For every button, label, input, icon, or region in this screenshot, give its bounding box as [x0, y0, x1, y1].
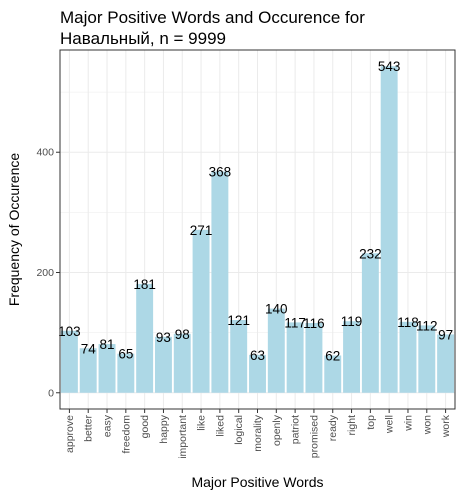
bar-won — [418, 325, 436, 393]
bar-label-top: 232 — [359, 246, 382, 261]
bar-label-important: 98 — [175, 327, 190, 342]
bar-better — [79, 348, 97, 393]
x-axis: approve better easy freedom good happy importa… — [64, 409, 452, 459]
x-tick-label-win: win — [402, 415, 414, 432]
x-tick-label-easy: easy — [102, 414, 114, 437]
bar-label-morality: 63 — [250, 348, 265, 363]
x-tick-label-good: good — [139, 415, 151, 439]
bar-happy — [154, 336, 172, 393]
bar-label-win: 118 — [397, 315, 419, 330]
bar-label-logical: 121 — [227, 313, 250, 328]
y-axis-title: Frequency of Occurence — [6, 153, 22, 307]
x-tick-label-better: better — [83, 415, 95, 442]
bar-right — [343, 321, 361, 393]
x-tick-label-right: right — [346, 415, 358, 436]
bar-work — [437, 334, 455, 393]
x-tick-label-ready: ready — [327, 414, 339, 441]
x-tick-label-promised: promised — [308, 415, 320, 458]
chart-title-line-2: Навальный, n = 9999 — [60, 29, 226, 48]
y-tick-label: 400 — [36, 147, 54, 159]
y-tick-label: 0 — [48, 387, 54, 399]
x-tick-label-liked: liked — [214, 415, 226, 437]
bars — [60, 66, 455, 393]
bar-label-work: 97 — [438, 327, 453, 342]
bar-win — [399, 321, 417, 393]
x-tick-label-won: won — [421, 415, 433, 435]
bar-like — [192, 229, 210, 393]
x-tick-label-logical: logical — [233, 415, 245, 445]
bar-label-openly: 140 — [265, 302, 288, 317]
bar-label-liked: 368 — [209, 164, 232, 179]
bar-patriot — [286, 322, 304, 393]
x-tick-label-morality: morality — [252, 414, 264, 452]
bar-label-patriot: 117 — [284, 315, 306, 330]
x-axis-title: Major Positive Words — [191, 474, 323, 490]
bar-ready — [324, 355, 342, 393]
bar-well — [380, 66, 398, 393]
bar-label-well: 543 — [378, 59, 401, 74]
bar-label-promised: 116 — [303, 316, 325, 331]
bar-important — [173, 333, 191, 393]
bar-label-approve: 103 — [58, 324, 81, 339]
x-tick-label-work: work — [440, 414, 452, 438]
bar-easy — [98, 344, 116, 393]
bar-label-right: 119 — [341, 314, 363, 329]
x-tick-label-freedom: freedom — [120, 415, 132, 454]
bar-logical — [230, 320, 248, 393]
bar-label-better: 74 — [81, 341, 97, 356]
y-axis: 0 200 400 — [36, 147, 60, 399]
bar-good — [136, 283, 154, 393]
bar-label-like: 271 — [190, 223, 213, 238]
bar-freedom — [117, 353, 135, 393]
x-tick-label-openly: openly — [271, 414, 283, 446]
bar-label-freedom: 65 — [118, 347, 133, 362]
bar-promised — [305, 323, 323, 393]
x-tick-label-patriot: patriot — [290, 415, 302, 444]
bar-liked — [211, 171, 229, 393]
bar-morality — [249, 354, 266, 393]
bar-approve — [60, 330, 78, 393]
bar-label-easy: 81 — [100, 337, 115, 352]
bar-label-won: 112 — [416, 318, 438, 333]
x-tick-label-approve: approve — [64, 415, 76, 453]
y-tick-label: 200 — [36, 267, 54, 279]
bar-label-happy: 93 — [156, 330, 171, 345]
x-tick-label-well: well — [384, 415, 396, 434]
x-tick-label-happy: happy — [158, 414, 170, 443]
x-tick-label-important: important — [177, 415, 189, 459]
bar-openly — [267, 308, 285, 393]
chart-title-line-1: Major Positive Words and Occurence for — [60, 8, 365, 27]
x-tick-label-like: like — [196, 415, 208, 431]
x-tick-label-top: top — [365, 415, 377, 430]
bar-top — [361, 253, 379, 393]
bar-label-good: 181 — [133, 277, 156, 292]
bar-label-ready: 62 — [325, 348, 340, 363]
